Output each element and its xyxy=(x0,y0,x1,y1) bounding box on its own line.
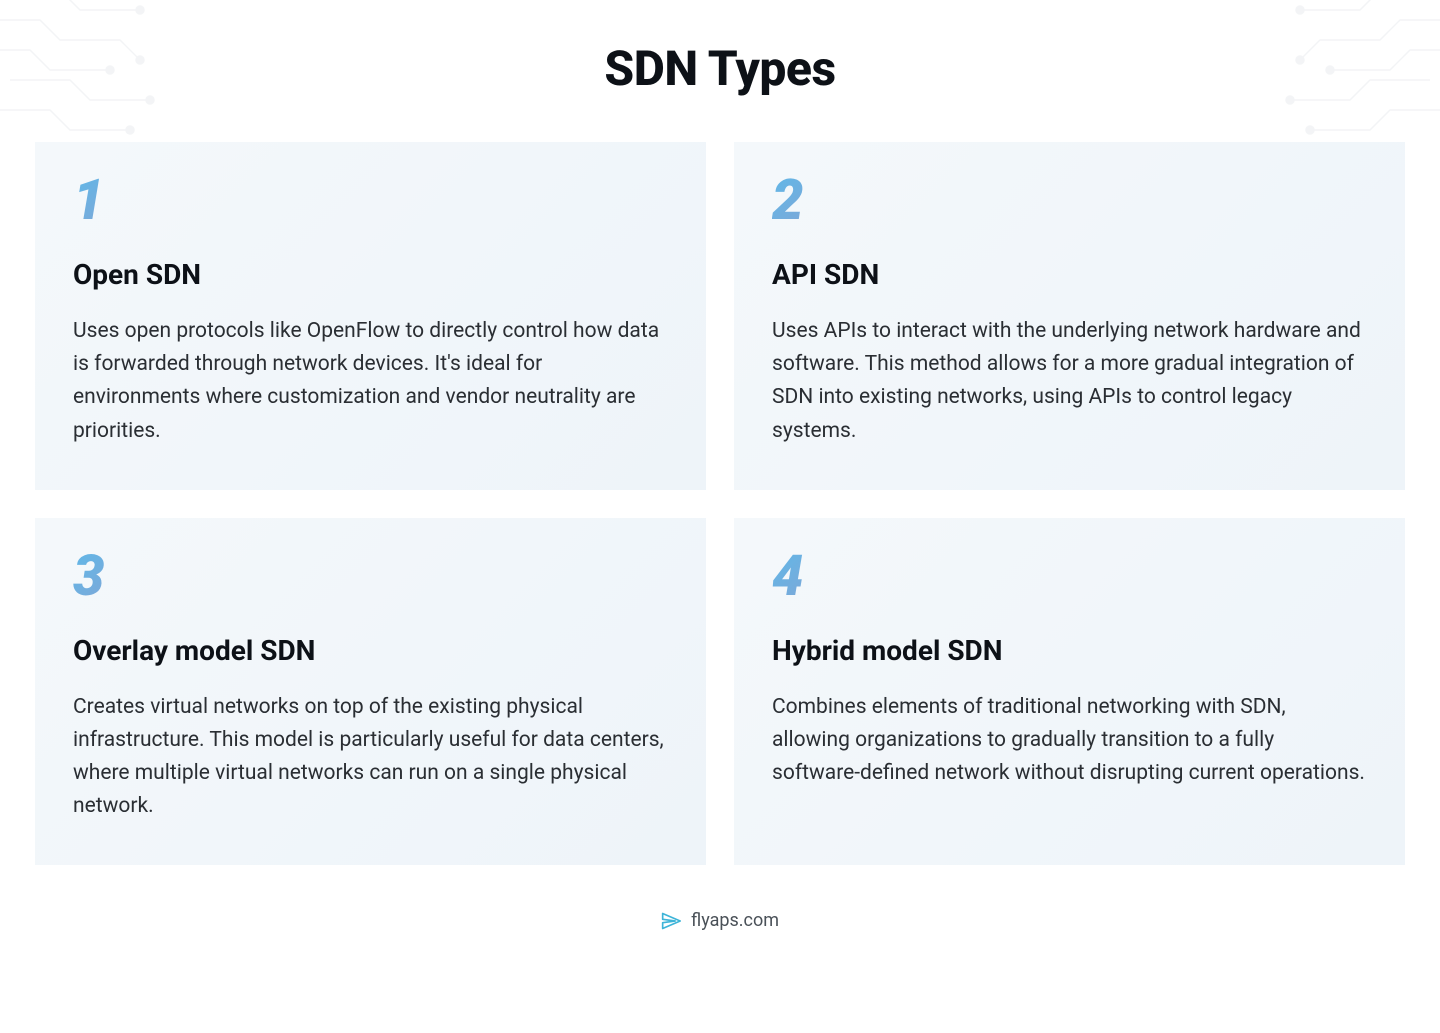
card-api-sdn: 2 API SDN Uses APIs to interact with the… xyxy=(734,142,1405,490)
page-container: SDN Types 1 Open SDN Uses open protocols… xyxy=(0,0,1440,951)
paper-plane-icon xyxy=(661,911,681,931)
card-hybrid-sdn: 4 Hybrid model SDN Combines elements of … xyxy=(734,518,1405,866)
card-description: Combines elements of traditional network… xyxy=(772,691,1367,791)
cards-grid: 1 Open SDN Uses open protocols like Open… xyxy=(35,142,1405,865)
footer: flyaps.com xyxy=(35,910,1405,931)
page-title: SDN Types xyxy=(35,40,1405,97)
card-title: Overlay model SDN xyxy=(73,634,668,667)
card-overlay-sdn: 3 Overlay model SDN Creates virtual netw… xyxy=(35,518,706,866)
card-description: Uses APIs to interact with the underlyin… xyxy=(772,315,1367,448)
card-description: Creates virtual networks on top of the e… xyxy=(73,691,668,824)
card-open-sdn: 1 Open SDN Uses open protocols like Open… xyxy=(35,142,706,490)
card-number: 2 xyxy=(772,172,803,228)
card-description: Uses open protocols like OpenFlow to dir… xyxy=(73,315,668,448)
card-number: 3 xyxy=(73,548,104,604)
card-title: Open SDN xyxy=(73,258,668,291)
card-title: API SDN xyxy=(772,258,1367,291)
footer-text: flyaps.com xyxy=(691,910,779,931)
card-number: 4 xyxy=(772,548,803,604)
card-title: Hybrid model SDN xyxy=(772,634,1367,667)
card-number: 1 xyxy=(73,172,104,228)
